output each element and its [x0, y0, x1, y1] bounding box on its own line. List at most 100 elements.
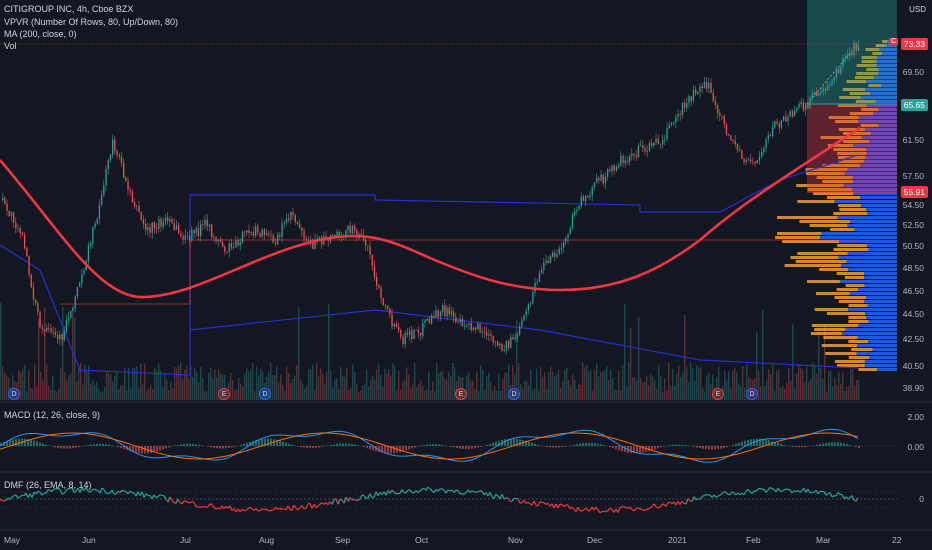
- candle-body: [796, 107, 798, 111]
- vpvr-bar-down: [797, 252, 848, 255]
- candle-body: [420, 332, 422, 336]
- candle-body: [151, 222, 153, 233]
- volume-bar: [740, 385, 742, 400]
- macd-histogram-bar: [702, 446, 704, 449]
- candle-body: [26, 248, 28, 256]
- price-label: 40.50: [902, 361, 924, 371]
- earnings-marker[interactable]: E: [218, 388, 230, 400]
- candle-body: [829, 84, 831, 86]
- dmf-segment: [785, 488, 789, 491]
- candle-body: [587, 196, 589, 198]
- candle-body: [514, 336, 516, 340]
- dividend-marker[interactable]: D: [259, 388, 271, 400]
- vpvr-bar-down: [838, 128, 865, 131]
- dmf-segment: [211, 504, 215, 509]
- volume-bar: [28, 370, 30, 400]
- candle-body: [611, 165, 613, 172]
- candle-body: [439, 311, 442, 317]
- candle-body: [195, 227, 197, 234]
- volume-bar: [524, 380, 526, 400]
- vpvr-legend[interactable]: VPVR (Number Of Rows, 80, Up/Down, 80): [4, 17, 179, 27]
- macd-histogram-bar: [795, 446, 797, 448]
- vol-legend[interactable]: Vol: [4, 41, 17, 51]
- volume-bar: [558, 370, 560, 400]
- candle-body: [171, 219, 173, 224]
- dmf-segment: [791, 490, 795, 494]
- dmf-segment: [297, 506, 301, 511]
- dividend-marker[interactable]: D: [8, 388, 20, 400]
- volume-bar: [324, 383, 326, 400]
- macd-legend[interactable]: MACD (12, 26, close, 9): [4, 410, 101, 420]
- macd-histogram-bar: [843, 443, 845, 446]
- volume-bar: [314, 389, 316, 400]
- candle-body: [820, 91, 822, 94]
- volume-bar: [242, 385, 244, 400]
- volume-bar: [780, 387, 782, 400]
- vpvr-bar-down: [872, 52, 883, 55]
- vpvr-bar-up: [870, 132, 897, 135]
- macd-histogram-bar: [0, 442, 2, 446]
- earnings-marker[interactable]: E: [455, 388, 467, 400]
- macd-histogram-bar: [168, 446, 170, 448]
- candle-body: [10, 212, 13, 217]
- volume-bar: [624, 303, 626, 400]
- volume-bar: [240, 383, 242, 400]
- candle-body: [354, 225, 356, 231]
- volume-bar: [152, 389, 154, 400]
- macd-histogram-bar: [720, 446, 722, 449]
- volume-bar: [344, 376, 346, 400]
- macd-histogram-bar: [159, 446, 161, 451]
- macd-histogram-bar: [36, 441, 38, 446]
- volume-bar: [268, 371, 270, 400]
- volume-bar: [306, 385, 308, 400]
- volume-bar: [824, 323, 826, 400]
- candle-body: [140, 212, 142, 220]
- candle-body: [512, 337, 514, 340]
- candle-body: [384, 305, 387, 306]
- volume-bar: [670, 385, 672, 400]
- candle-body: [699, 86, 701, 93]
- volume-bar: [350, 388, 352, 400]
- candle-body: [292, 211, 294, 216]
- macd-histogram-bar: [54, 446, 56, 448]
- volume-bar: [668, 362, 670, 400]
- vpvr-bar-up: [865, 88, 897, 91]
- macd-histogram-bar: [453, 446, 455, 448]
- candle-body: [369, 246, 371, 255]
- dividend-marker[interactable]: D: [508, 388, 520, 400]
- symbol-legend[interactable]: CITIGROUP INC, 4h, Cboe BZX: [4, 4, 134, 14]
- vpvr-bar-down: [854, 76, 875, 79]
- candle-body: [307, 240, 310, 242]
- volume-bar: [36, 385, 38, 400]
- candle-body: [72, 308, 74, 311]
- dmf-segment: [855, 497, 859, 502]
- candle-body: [635, 155, 637, 158]
- dmf-segment: [845, 496, 849, 500]
- candle-body: [39, 311, 41, 327]
- volume-bar: [594, 370, 596, 400]
- dmf-legend[interactable]: DMF (26, EMA, 8, 14): [4, 480, 92, 490]
- dmf-segment: [89, 489, 93, 493]
- volume-bar: [532, 389, 534, 400]
- currency-label[interactable]: USD: [909, 5, 926, 14]
- candle-body: [633, 153, 635, 156]
- candle-body: [653, 142, 655, 146]
- dmf-segment: [647, 507, 651, 510]
- vpvr-bar-down: [845, 284, 865, 287]
- dmf-segment: [349, 497, 353, 501]
- volume-bar: [606, 366, 608, 400]
- volume-bar: [44, 307, 46, 400]
- dividend-marker[interactable]: D: [746, 388, 758, 400]
- ma-legend[interactable]: MA (200, close, 0): [4, 29, 77, 39]
- macd-histogram-bar: [474, 446, 476, 449]
- volume-bar: [352, 364, 354, 400]
- earnings-marker[interactable]: E: [712, 388, 724, 400]
- macd-histogram-bar: [243, 443, 245, 446]
- candle-body: [772, 127, 774, 137]
- candle-body: [41, 326, 43, 329]
- candle-body: [791, 111, 794, 117]
- volume-bar: [672, 369, 674, 400]
- macd-histogram-bar: [219, 446, 221, 449]
- candle-body: [169, 219, 171, 222]
